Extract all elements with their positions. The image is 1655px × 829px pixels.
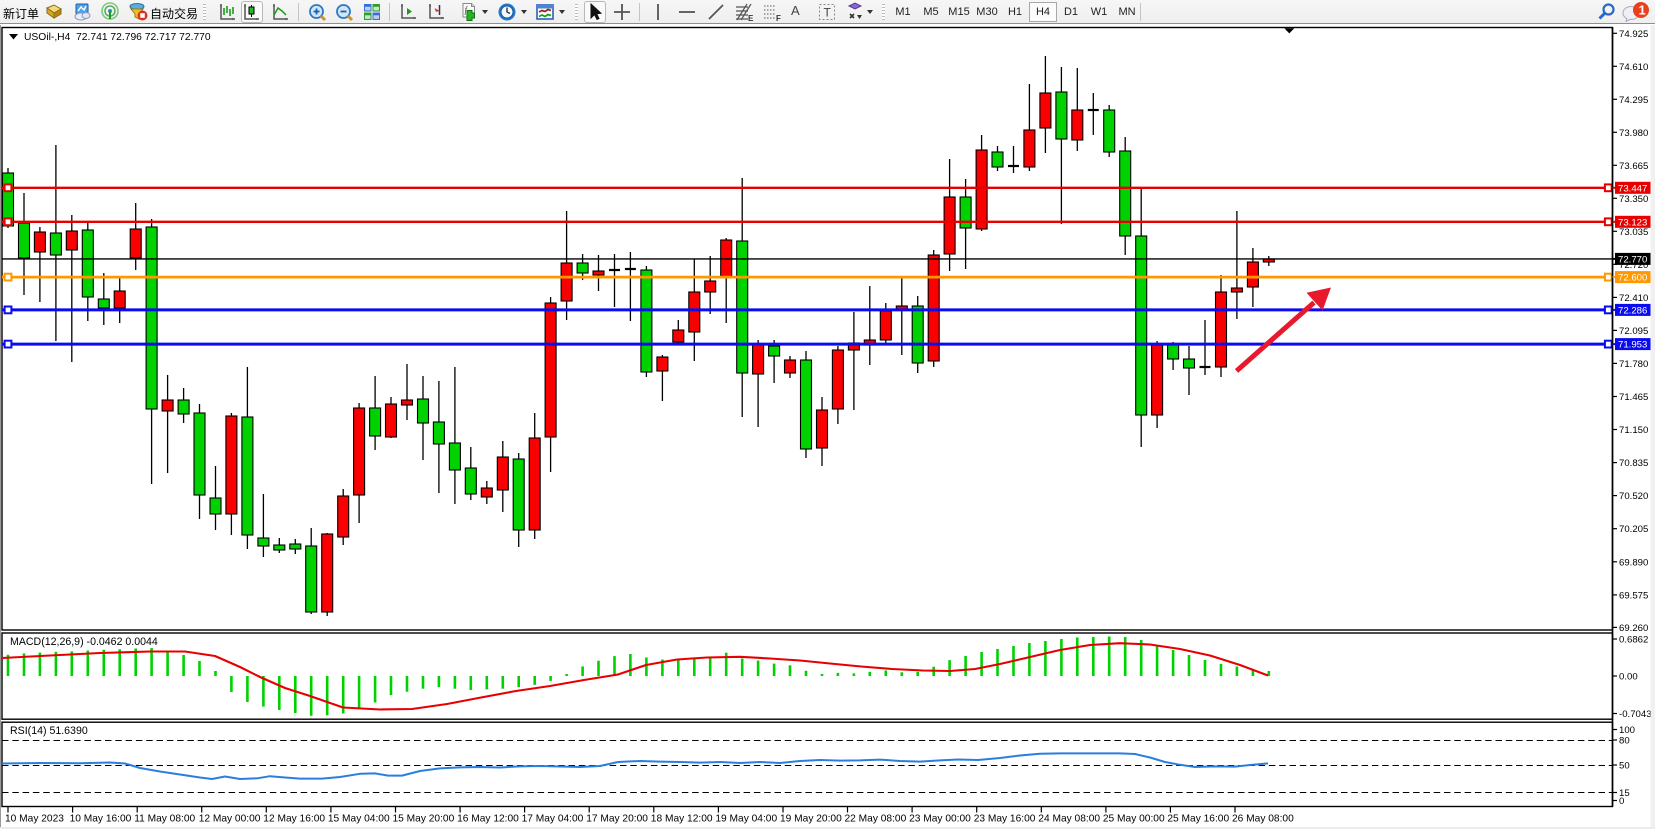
svg-text:12 May 16:00: 12 May 16:00 <box>263 814 325 825</box>
svg-text:73.123: 73.123 <box>1618 217 1647 228</box>
svg-text:MACD(12,26,9) -0.0462 0.0044: MACD(12,26,9) -0.0462 0.0044 <box>10 636 158 648</box>
svg-text:1: 1 <box>1639 3 1646 18</box>
svg-text:70.520: 70.520 <box>1619 491 1648 502</box>
svg-text:F: F <box>776 14 781 22</box>
svg-text:70.205: 70.205 <box>1619 524 1648 535</box>
svg-text:19 May 20:00: 19 May 20:00 <box>780 814 842 825</box>
svg-text:0: 0 <box>1619 796 1624 807</box>
svg-text:18 May 12:00: 18 May 12:00 <box>651 814 713 825</box>
svg-text:72.770: 72.770 <box>1618 254 1647 265</box>
svg-text:17 May 04:00: 17 May 04:00 <box>522 814 584 825</box>
svg-text:71.465: 71.465 <box>1619 392 1648 403</box>
svg-text:T: T <box>824 6 832 20</box>
svg-text:74.925: 74.925 <box>1619 29 1648 40</box>
svg-text:E: E <box>748 14 754 22</box>
svg-text:72.720: 72.720 <box>1619 260 1648 271</box>
svg-text:74.610: 74.610 <box>1619 62 1648 73</box>
svg-text:19 May 04:00: 19 May 04:00 <box>715 814 777 825</box>
svg-text:25 May 00:00: 25 May 00:00 <box>1103 814 1165 825</box>
svg-text:22 May 08:00: 22 May 08:00 <box>845 814 907 825</box>
svg-text:12 May 00:00: 12 May 00:00 <box>199 814 261 825</box>
svg-text:72.600: 72.600 <box>1618 273 1647 284</box>
svg-text:69.575: 69.575 <box>1619 590 1648 601</box>
svg-text:23 May 16:00: 23 May 16:00 <box>974 814 1036 825</box>
svg-text:70.835: 70.835 <box>1619 458 1648 469</box>
svg-text:-0.7043: -0.7043 <box>1619 709 1652 720</box>
svg-text:0.00: 0.00 <box>1619 672 1638 683</box>
svg-text:100: 100 <box>1619 725 1635 736</box>
svg-text:71.150: 71.150 <box>1619 425 1648 436</box>
svg-text:10 May 2023: 10 May 2023 <box>5 814 64 825</box>
svg-text:73.980: 73.980 <box>1619 128 1648 139</box>
svg-text:71.953: 71.953 <box>1618 340 1647 351</box>
svg-text:25 May 16:00: 25 May 16:00 <box>1167 814 1229 825</box>
svg-text:72.410: 72.410 <box>1619 293 1648 304</box>
svg-text:23 May 00:00: 23 May 00:00 <box>909 814 971 825</box>
svg-text:10 May 16:00: 10 May 16:00 <box>70 814 132 825</box>
svg-text:11 May 08:00: 11 May 08:00 <box>134 814 195 825</box>
svg-text:RSI(14) 51.6390: RSI(14) 51.6390 <box>10 725 88 737</box>
svg-text:17 May 20:00: 17 May 20:00 <box>586 814 648 825</box>
svg-text:69.890: 69.890 <box>1619 557 1648 568</box>
svg-text:74.295: 74.295 <box>1619 95 1648 106</box>
svg-text:0.6862: 0.6862 <box>1619 635 1648 646</box>
svg-text:24 May 08:00: 24 May 08:00 <box>1038 814 1100 825</box>
svg-text:73.350: 73.350 <box>1619 194 1648 205</box>
svg-text:USOil-,H4 72.741 72.796 72.71: USOil-,H4 72.741 72.796 72.717 72.770 <box>24 32 211 43</box>
svg-text:15 May 20:00: 15 May 20:00 <box>393 814 455 825</box>
svg-text:69.260: 69.260 <box>1619 623 1648 634</box>
svg-text:72.095: 72.095 <box>1619 326 1648 337</box>
svg-text:50: 50 <box>1619 761 1630 772</box>
svg-text:26 May 08:00: 26 May 08:00 <box>1232 814 1294 825</box>
svg-text:15 May 04:00: 15 May 04:00 <box>328 814 390 825</box>
svg-text:73.035: 73.035 <box>1619 227 1648 238</box>
svg-text:73.447: 73.447 <box>1618 183 1647 194</box>
svg-text:71.780: 71.780 <box>1619 359 1648 370</box>
svg-text:73.665: 73.665 <box>1619 161 1648 172</box>
svg-text:80: 80 <box>1619 736 1630 747</box>
svg-text:72.286: 72.286 <box>1618 305 1647 316</box>
svg-text:16 May 12:00: 16 May 12:00 <box>457 814 519 825</box>
svg-text:15: 15 <box>1619 788 1630 799</box>
